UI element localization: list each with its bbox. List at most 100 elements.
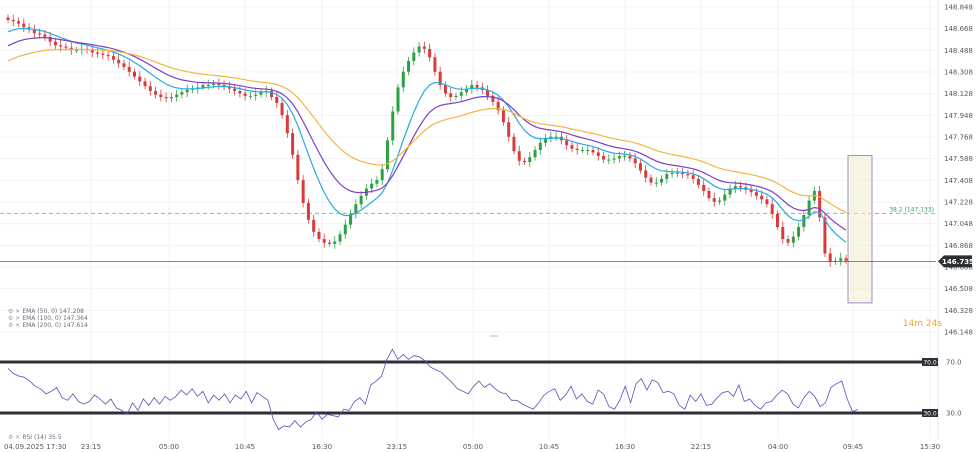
candle-body	[38, 33, 42, 35]
candle-body	[781, 227, 785, 240]
price-tick-label: 147.948	[944, 112, 973, 120]
candle-body	[11, 20, 15, 22]
settings-icon[interactable]: ⚙ ✕	[8, 434, 21, 441]
candle-body	[454, 95, 458, 98]
candle-body	[370, 183, 374, 189]
candle-body	[312, 219, 316, 232]
candle-body	[681, 172, 685, 175]
candle-body	[385, 140, 389, 170]
candle-body	[43, 34, 47, 37]
candle-body	[691, 175, 695, 179]
settings-icon[interactable]: ⚙ ✕	[8, 308, 21, 315]
candle-body	[512, 136, 516, 152]
candle-body	[596, 152, 600, 157]
candle-body	[90, 50, 94, 53]
current-price-tag	[938, 255, 972, 268]
candle-body	[22, 23, 26, 28]
candle-body	[433, 57, 437, 72]
candle-body	[222, 85, 226, 87]
ema-line	[7, 27, 847, 243]
candle-body	[823, 217, 827, 254]
candle-body	[227, 86, 231, 89]
candle-body	[428, 48, 432, 58]
time-tick-label: 05:00	[463, 443, 483, 451]
candle-body	[475, 85, 479, 88]
time-tick-label: 16:30	[615, 443, 635, 451]
price-tick-label: 148.848	[944, 4, 973, 12]
candle-body	[206, 85, 210, 86]
price-tick-label: 146.328	[944, 307, 973, 315]
candle-body	[580, 150, 584, 151]
candle-body	[660, 178, 664, 183]
candle-body	[132, 71, 136, 77]
candle-body	[612, 158, 616, 160]
candle-body	[101, 53, 105, 55]
time-tick-label: 23:15	[81, 443, 101, 451]
candle-body	[728, 188, 732, 195]
candle-body	[638, 163, 642, 171]
candle-body	[159, 94, 163, 98]
candle-body	[586, 150, 590, 151]
price-tick-label: 146.868	[944, 242, 973, 250]
candle-body	[754, 192, 758, 196]
candle-body	[248, 95, 252, 97]
candle-body	[64, 46, 68, 48]
candle-body	[491, 95, 495, 102]
price-tick-label: 147.408	[944, 177, 973, 185]
candle-body	[259, 92, 263, 95]
candle-body	[760, 195, 764, 200]
settings-icon[interactable]: ⚙ ✕	[8, 315, 21, 322]
candle-body	[617, 156, 621, 159]
candle-body	[465, 88, 469, 93]
candle-body	[254, 94, 258, 96]
time-tick-label: 10:45	[235, 443, 255, 451]
candle-body	[765, 199, 769, 205]
ema-line	[7, 36, 847, 231]
time-tick-label: 05:00	[159, 443, 179, 451]
candle-body	[338, 234, 342, 242]
candle-body	[707, 190, 711, 199]
candle-body	[296, 154, 300, 181]
candle-body	[501, 110, 505, 123]
price-tick-label: 148.128	[944, 90, 973, 98]
candle-body	[802, 215, 806, 228]
candle-body	[575, 148, 579, 150]
rsi-axis-label: 70.0	[946, 359, 962, 367]
fib-level-label: 38.2 (147.133)	[889, 206, 934, 213]
candle-body	[470, 85, 474, 89]
candle-body	[523, 160, 527, 163]
rsi-legend[interactable]: ⚙ ✕ RSI (14) 35.5	[8, 434, 62, 441]
candle-body	[696, 178, 700, 185]
candle-body	[343, 224, 347, 235]
candle-body	[412, 52, 416, 61]
price-tick-label: 146.508	[944, 285, 973, 293]
settings-icon[interactable]: ⚙ ✕	[8, 322, 21, 329]
candle-body	[749, 189, 753, 193]
legend-ema-100[interactable]: ⚙ ✕ EMA (100, 0) 147.364	[8, 315, 88, 322]
candle-body	[486, 89, 490, 96]
price-tick-label: 147.588	[944, 155, 973, 163]
price-tick-label: 147.768	[944, 134, 973, 142]
candle-body	[544, 137, 548, 143]
candle-body	[349, 213, 353, 225]
candle-body	[201, 85, 205, 88]
candle-body	[459, 92, 463, 96]
candle-body	[106, 54, 110, 57]
candle-countdown: 14m 24s	[902, 319, 942, 329]
candle-body	[53, 41, 57, 46]
price-tick-label: 148.308	[944, 69, 973, 77]
candle-body	[175, 94, 179, 98]
candle-body	[844, 258, 848, 261]
candle-body	[217, 83, 221, 85]
rsi-line	[7, 348, 859, 431]
candle-body	[644, 170, 648, 178]
candle-body	[354, 204, 358, 214]
candle-body	[670, 172, 674, 175]
candle-body	[233, 88, 237, 92]
time-tick-label: 15:30	[920, 443, 940, 451]
legend-ema-50[interactable]: ⚙ ✕ EMA (50, 0) 147.208	[8, 308, 84, 315]
candle-body	[322, 239, 326, 243]
candle-body	[528, 157, 532, 163]
legend-ema-200[interactable]: ⚙ ✕ EMA (200, 0) 147.614	[8, 322, 88, 329]
